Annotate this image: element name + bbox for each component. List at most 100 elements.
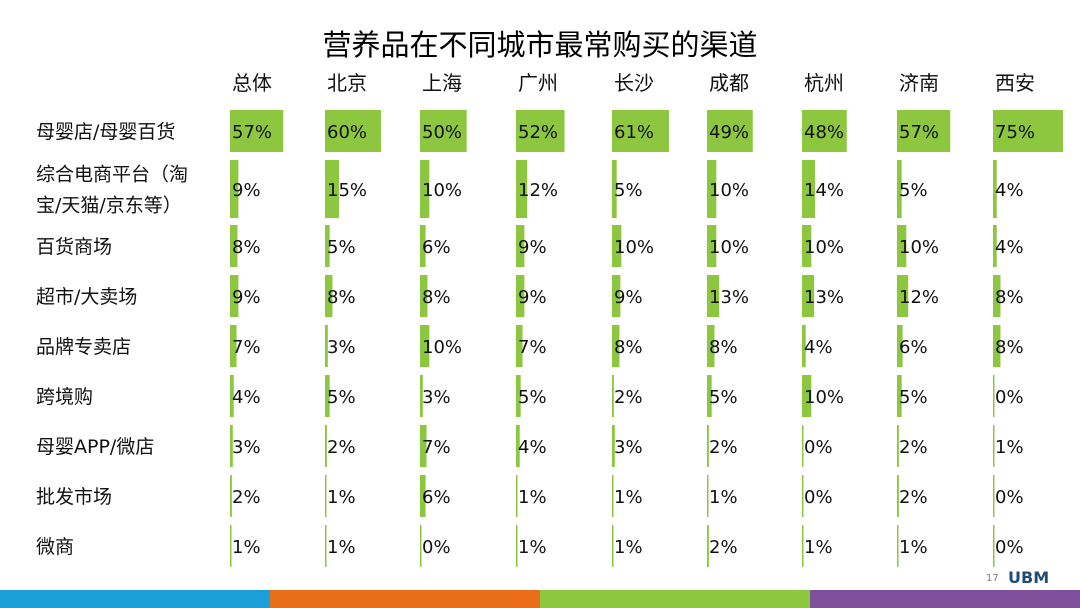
bar-r6-c7 [897, 425, 899, 467]
value-label-r0-c6: 48% [804, 122, 844, 143]
value-label-r8-c7: 1% [899, 537, 928, 558]
value-label-r5-c5: 5% [709, 387, 738, 408]
bar-r1-c6 [802, 160, 816, 218]
chart-title: 营养品在不同城市最常购买的渠道 [322, 28, 758, 62]
bar-r7-c1 [325, 475, 327, 517]
value-label-r5-c8: 0% [995, 387, 1024, 408]
value-label-r1-c2: 10% [422, 180, 462, 201]
bar-r3-c8 [993, 275, 1001, 317]
bar-r3-c7 [897, 275, 909, 317]
bar-r4-c1 [325, 325, 328, 367]
row-label-1-line-1: 宝/天猫/京东等） [36, 195, 182, 217]
bar-r8-c4 [612, 525, 614, 567]
bar-r1-c5 [707, 160, 717, 218]
bar-r4-c2 [420, 325, 430, 367]
bar-r6-c1 [325, 425, 327, 467]
value-label-r0-c0: 57% [232, 122, 272, 143]
footer-segment-blue [0, 590, 270, 608]
value-label-r1-c5: 10% [709, 180, 749, 201]
value-label-r5-c0: 4% [232, 387, 261, 408]
bar-r0-c4 [612, 110, 669, 152]
value-label-r6-c3: 4% [518, 437, 547, 458]
bar-r7-c6 [802, 475, 804, 517]
bar-r5-c8 [993, 375, 995, 417]
value-label-r6-c5: 2% [709, 437, 738, 458]
column-header-2: 上海 [422, 71, 462, 95]
bar-r4-c4 [612, 325, 620, 367]
bar-r2-c8 [993, 225, 997, 267]
value-label-r5-c3: 5% [518, 387, 547, 408]
value-label-r1-c6: 14% [804, 180, 844, 201]
footer-segment-green [540, 590, 810, 608]
bar-r4-c0 [230, 325, 237, 367]
bar-r0-c7 [897, 110, 951, 152]
bar-r7-c2 [420, 475, 426, 517]
value-label-r8-c5: 2% [709, 537, 738, 558]
column-header-1: 北京 [327, 71, 367, 95]
row-label-5: 跨境购 [36, 386, 93, 408]
value-label-r5-c4: 2% [614, 387, 643, 408]
bar-r3-c4 [612, 275, 621, 317]
bar-r7-c7 [897, 475, 899, 517]
bar-r8-c3 [516, 525, 518, 567]
row-label-0: 母婴店/母婴百货 [36, 121, 175, 143]
bar-r4-c3 [516, 325, 523, 367]
value-label-r0-c5: 49% [709, 122, 749, 143]
bar-r0-c5 [707, 110, 753, 152]
page-number: 17 [986, 573, 999, 584]
bar-r0-c0 [230, 110, 284, 152]
bar-r7-c4 [612, 475, 614, 517]
bar-r2-c0 [230, 225, 238, 267]
bar-r2-c7 [897, 225, 907, 267]
value-label-r4-c6: 4% [804, 337, 833, 358]
value-label-r3-c0: 9% [232, 287, 261, 308]
bar-r6-c3 [516, 425, 520, 467]
row-label-3: 超市/大卖场 [36, 286, 137, 308]
value-label-r0-c2: 50% [422, 122, 462, 143]
value-label-r0-c4: 61% [614, 122, 654, 143]
bar-r3-c0 [230, 275, 239, 317]
value-label-r2-c0: 8% [232, 237, 261, 258]
value-label-r7-c3: 1% [518, 487, 547, 508]
value-label-r8-c0: 1% [232, 537, 261, 558]
bar-r7-c5 [707, 475, 709, 517]
bar-r2-c3 [516, 225, 525, 267]
value-label-r6-c4: 3% [614, 437, 643, 458]
value-label-r6-c8: 1% [995, 437, 1024, 458]
bar-r0-c1 [325, 110, 381, 152]
value-label-r4-c7: 6% [899, 337, 928, 358]
bar-r1-c7 [897, 160, 902, 218]
value-label-r3-c8: 8% [995, 287, 1024, 308]
bar-r4-c8 [993, 325, 1001, 367]
value-label-r6-c6: 0% [804, 437, 833, 458]
column-header-4: 长沙 [614, 71, 654, 95]
column-header-8: 西安 [995, 71, 1035, 95]
bar-r3-c3 [516, 275, 525, 317]
bar-r6-c2 [420, 425, 427, 467]
bar-r8-c1 [325, 525, 327, 567]
value-label-r7-c6: 0% [804, 487, 833, 508]
value-label-r8-c1: 1% [327, 537, 356, 558]
value-label-r5-c7: 5% [899, 387, 928, 408]
value-label-r4-c3: 7% [518, 337, 547, 358]
value-label-r7-c4: 1% [614, 487, 643, 508]
bar-r4-c6 [802, 325, 806, 367]
column-header-3: 广州 [518, 71, 558, 95]
bar-r2-c1 [325, 225, 330, 267]
bar-r7-c3 [516, 475, 518, 517]
bar-r1-c3 [516, 160, 528, 218]
column-header-6: 杭州 [804, 71, 844, 95]
bar-r6-c8 [993, 425, 995, 467]
value-label-r7-c2: 6% [422, 487, 451, 508]
bar-r1-c8 [993, 160, 997, 218]
bar-r8-c7 [897, 525, 899, 567]
value-label-r7-c1: 1% [327, 487, 356, 508]
bar-r7-c0 [230, 475, 232, 517]
bar-r3-c6 [802, 275, 815, 317]
value-label-r1-c8: 4% [995, 180, 1024, 201]
value-label-r7-c0: 2% [232, 487, 261, 508]
bar-r5-c0 [230, 375, 234, 417]
value-label-r2-c4: 10% [614, 237, 654, 258]
value-label-r0-c8: 75% [995, 122, 1035, 143]
